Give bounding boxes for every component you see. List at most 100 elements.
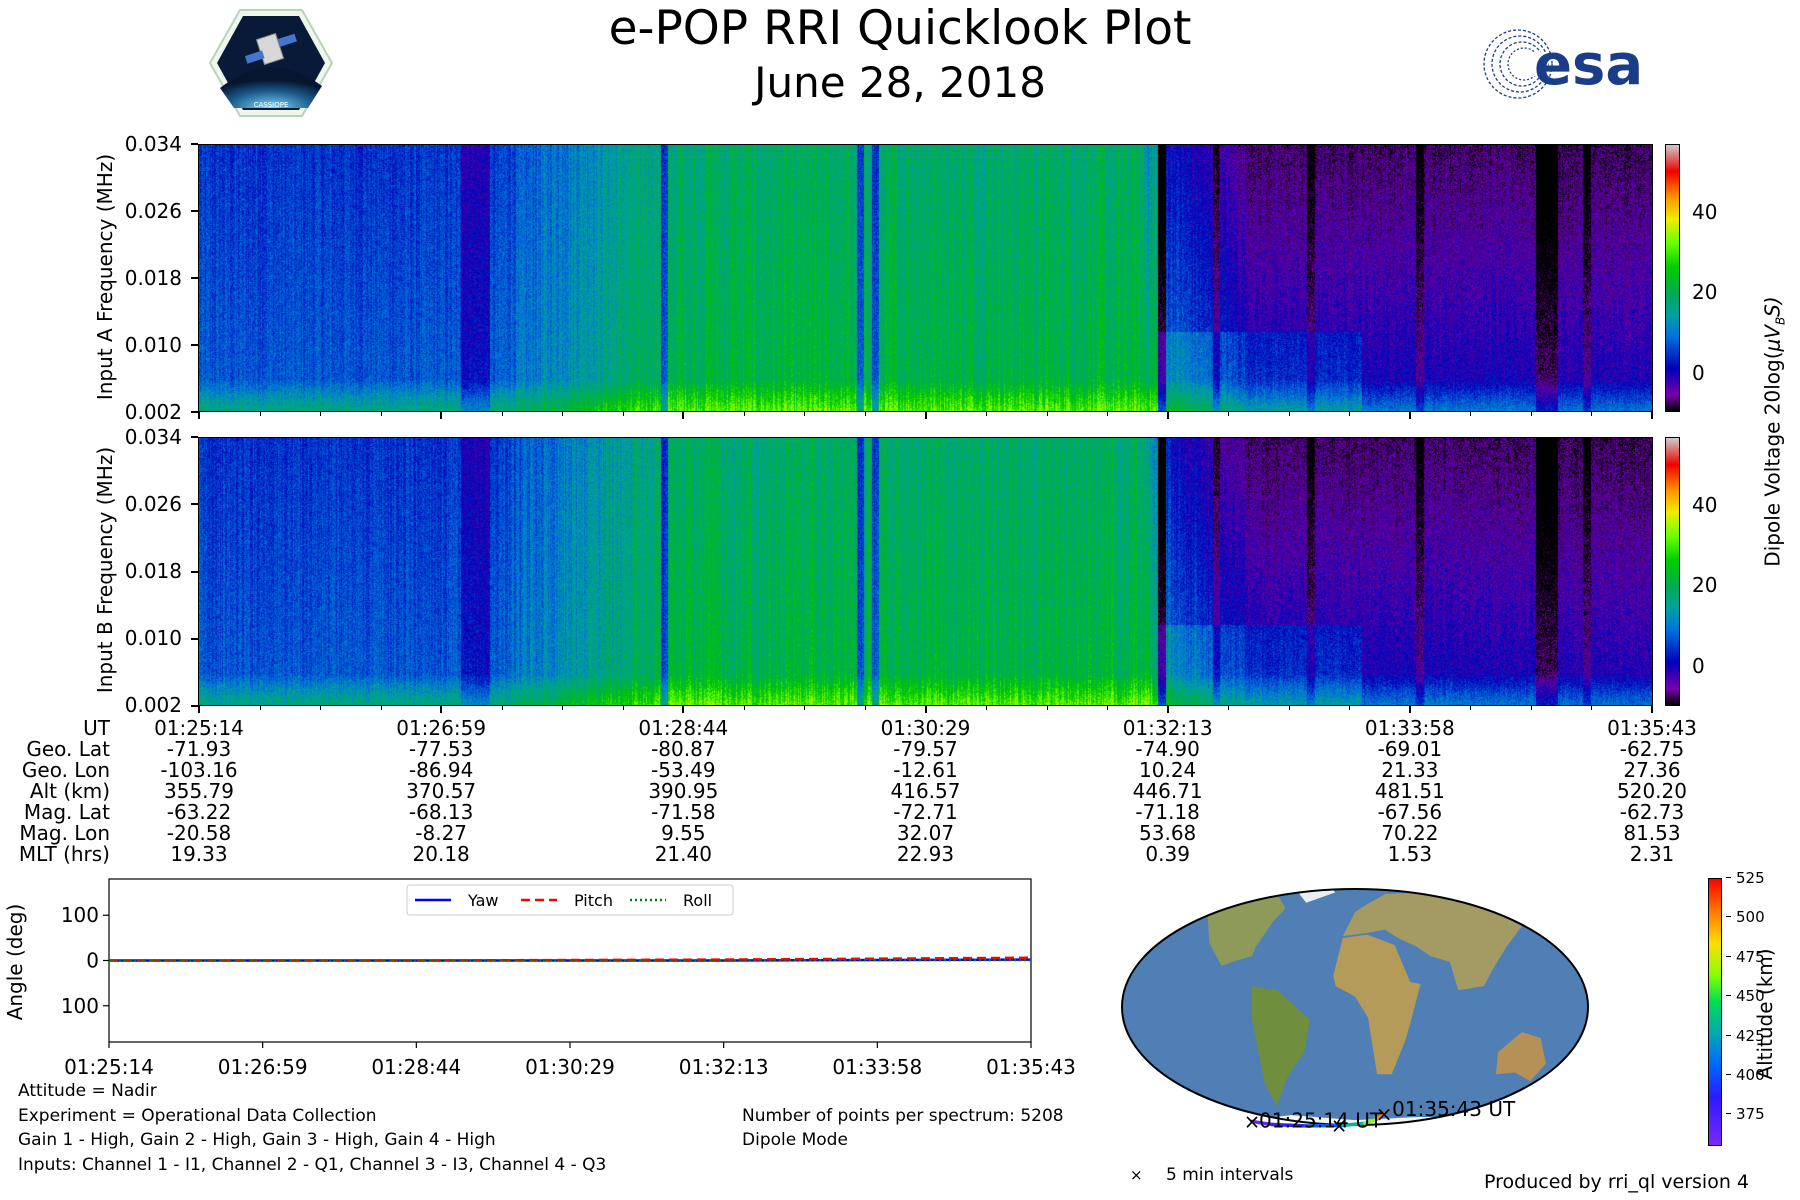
spectrogram-xtick-mark (198, 706, 200, 713)
spectrogram-xtick-minor (259, 706, 261, 710)
attitude-mode: Attitude = Nadir (18, 1081, 157, 1101)
spectrogram-xtick-minor (1470, 706, 1472, 710)
attitude-ytick: −100 (60, 994, 99, 1018)
cassiope-logo: CASSIOPE (208, 9, 334, 117)
altitude-tick-mark (1726, 877, 1731, 878)
ephemeris-cell: 70.22 (1381, 821, 1439, 845)
legend-entry: Yaw (467, 891, 498, 910)
attitude-xtick: 01:32:13 (679, 1055, 769, 1079)
spectrogram-ytick-mark (191, 344, 198, 346)
input-a-ytick: 0.026 (124, 199, 182, 223)
gains-text: Gain 1 - High, Gain 2 - High, Gain 3 - H… (18, 1130, 496, 1150)
altitude-tick: 500 (1736, 908, 1765, 927)
colorbar-b (1665, 437, 1680, 706)
ephemeris-cell: 355.79 (164, 779, 234, 803)
spectrogram-ytick-mark (191, 143, 198, 145)
spectrogram-xtick-minor (1107, 412, 1109, 416)
interval-legend: 5 min intervals (1166, 1165, 1294, 1185)
ephemeris-cell: 416.57 (890, 779, 961, 803)
attitude-ytick: 0 (86, 949, 99, 973)
ephemeris-cell: -80.87 (651, 737, 716, 761)
altitude-tick-mark (1726, 916, 1731, 918)
ephemeris-cell: 32.07 (896, 821, 955, 845)
altitude-tick: 525 (1736, 869, 1765, 887)
ephemeris-row-label: Alt (km) (29, 779, 110, 803)
ephemeris-cell: 01:26:59 (396, 716, 487, 740)
spectrogram-xtick-minor (562, 412, 564, 416)
ephemeris-cell: 21.40 (654, 842, 712, 866)
ephemeris-cell: 21.33 (1381, 758, 1439, 782)
spectrogram-xtick-mark (440, 706, 443, 713)
ephemeris-cell: 01:33:58 (1364, 716, 1455, 740)
spectrogram-xtick-minor (804, 706, 806, 710)
attitude-xtick: 01:35:43 (986, 1055, 1076, 1079)
ephemeris-cell: -69.01 (1377, 737, 1443, 761)
altitude-tick-mark (1726, 955, 1731, 957)
ephemeris-cell: -71.93 (166, 737, 232, 761)
spectrogram-xtick-mark (1651, 412, 1653, 419)
page-date: June 28, 2018 (754, 58, 1046, 107)
spectrogram-xtick-minor (1591, 412, 1593, 416)
ephemeris-row-label: Mag. Lon (19, 821, 110, 845)
input-b-ytick: 0.002 (124, 693, 182, 717)
spectrogram-xtick-minor (501, 706, 503, 710)
ephemeris-cell: 446.71 (1132, 779, 1203, 803)
spectrogram-xtick-minor (1228, 706, 1230, 710)
ephemeris-cell: 01:28:44 (638, 716, 729, 740)
spectrogram-xtick-mark (682, 706, 685, 713)
spectrogram-ytick-mark (191, 570, 198, 573)
colorbar-b-tick: 40 (1692, 493, 1718, 517)
points-per-spectrum: Number of points per spectrum: 5208 (742, 1106, 1064, 1126)
spectrogram-xtick-minor (380, 706, 382, 710)
spectrogram-xtick-minor (259, 412, 261, 416)
spectrogram-xtick-minor (380, 412, 382, 416)
ephemeris-cell: -74.90 (1135, 737, 1200, 761)
spectrogram-xtick-minor (1046, 706, 1048, 710)
spectrogram-xtick-mark (924, 412, 927, 419)
legend-entry: Roll (683, 891, 712, 910)
colorbar-a-tick: 20 (1692, 280, 1718, 304)
inputs-text: Inputs: Channel 1 - I1, Channel 2 - Q1, … (18, 1155, 607, 1175)
ephemeris-cell: 81.53 (1623, 821, 1681, 845)
attitude-ylabel: Angle (deg) (3, 903, 27, 1021)
ephemeris-cell: 20.18 (412, 842, 470, 866)
spectrogram-xtick-mark (924, 706, 927, 713)
spectrogram-a-canvas (199, 145, 1652, 411)
attitude-xtick: 01:28:44 (371, 1055, 461, 1079)
spectrogram-b (198, 437, 1653, 706)
altitude-tick-mark (1726, 1034, 1731, 1036)
altitude-tick: 450 (1736, 987, 1765, 1006)
input-b-ytick: 0.018 (124, 559, 182, 583)
ephemeris-cell: 01:25:14 (154, 716, 244, 740)
ephemeris-cell: 520.20 (1617, 779, 1687, 803)
spectrogram-xtick-minor (320, 412, 322, 416)
altitude-tick: 400 (1736, 1066, 1765, 1085)
spectrogram-xtick-mark (1166, 706, 1169, 713)
spectrogram-xtick-minor (1530, 706, 1532, 710)
page-title: e-POP RRI Quicklook Plot (608, 1, 1192, 56)
spectrogram-ytick-mark (191, 637, 198, 640)
spectrogram-xtick-minor (320, 706, 322, 710)
ephemeris-cell: 22.93 (896, 842, 955, 866)
ephemeris-row-label: Geo. Lat (26, 737, 110, 761)
spectrogram-xtick-minor (1470, 412, 1472, 416)
ephemeris-cell: -71.58 (651, 800, 716, 824)
attitude-xtick: 01:26:59 (218, 1055, 308, 1079)
colorbar-label: Dipole Voltage 20log(μVBS) (1760, 296, 1788, 567)
colorbar-a-tick: 40 (1692, 200, 1718, 224)
ephemeris-cell: -71.18 (1135, 800, 1200, 824)
cassiope-logo-text: CASSIOPE (254, 101, 289, 109)
spectrogram-xtick-mark (440, 412, 443, 419)
orbit-track-segment (1270, 1122, 1308, 1128)
spectrogram-xtick-minor (1046, 412, 1048, 416)
altitude-tick-mark (1726, 1113, 1731, 1115)
esa-logo-text: esa (1534, 33, 1643, 98)
ephemeris-cell: -68.13 (408, 800, 474, 824)
ephemeris-cell: -20.58 (166, 821, 232, 845)
ephemeris-cell: 0.39 (1145, 842, 1190, 866)
ephemeris-cell: -86.94 (408, 758, 474, 782)
ephemeris-cell: -79.57 (893, 737, 958, 761)
spectrogram-xtick-minor (1591, 706, 1593, 710)
altitude-tick: 475 (1736, 947, 1765, 966)
colorbar-b-tick: 0 (1692, 654, 1705, 678)
